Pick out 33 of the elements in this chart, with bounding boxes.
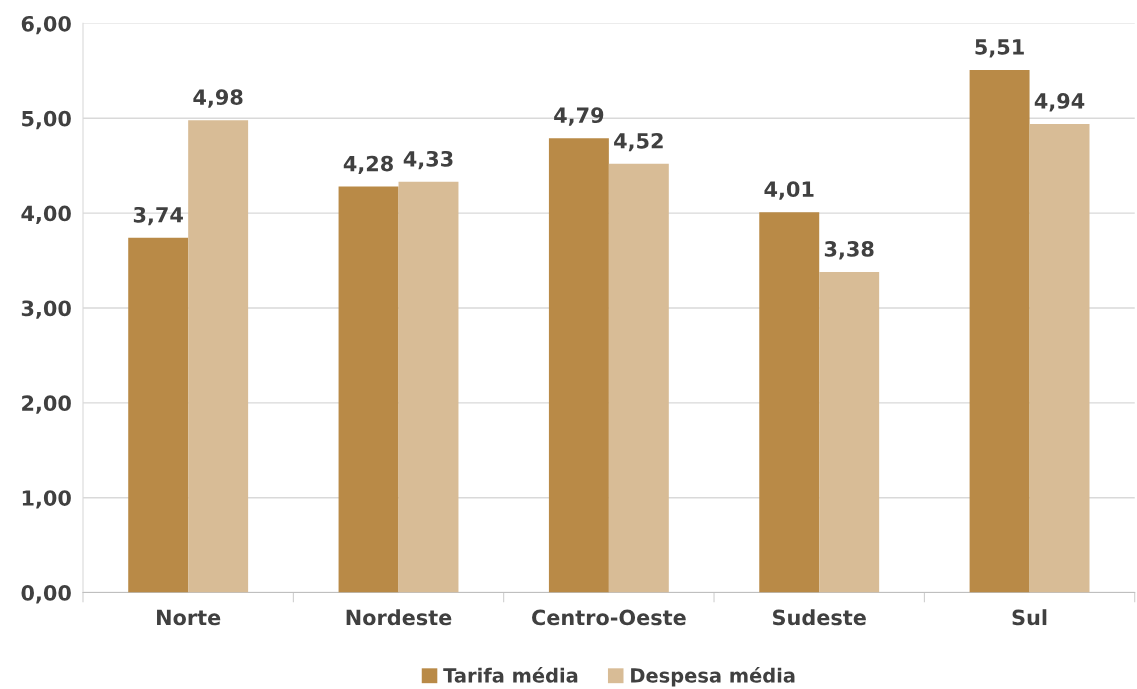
data-label: 4,52 [614, 132, 663, 152]
data-label: 3,74 [133, 206, 183, 226]
data-label: 4,79 [554, 107, 604, 126]
y-tick-label: 2,00 [22, 395, 71, 414]
x-tick-label: Centro-Oeste [532, 609, 686, 626]
data-label: 5,51 [975, 39, 1024, 58]
data-label: 4,01 [764, 181, 814, 200]
x-tick-label: Nordeste [346, 609, 452, 626]
data-label: 4,33 [403, 150, 453, 170]
bar [398, 181, 459, 593]
bar [1029, 123, 1090, 593]
y-tick-label: 5,00 [22, 110, 71, 130]
data-label: 4,98 [193, 89, 243, 108]
y-tick-label: 6,00 [21, 15, 71, 35]
legend-label: Tarifa média [443, 666, 578, 683]
data-label: 4,94 [1034, 93, 1085, 112]
x-tick-label: Norte [157, 609, 221, 626]
bar [759, 212, 820, 593]
legend-label: Despesa média [631, 666, 795, 687]
x-tick-label: Sudeste [773, 609, 866, 626]
y-tick-label: 1,00 [22, 490, 71, 509]
bar [338, 186, 399, 593]
y-tick-label: 4,00 [21, 205, 71, 224]
x-tick-label: Sul [1012, 609, 1047, 626]
bar [548, 138, 609, 593]
data-label: 3,38 [824, 241, 874, 260]
bar [608, 163, 669, 593]
bar [188, 120, 249, 593]
y-tick-label: 0,00 [21, 584, 71, 604]
data-label: 4,28 [343, 155, 393, 175]
bar [819, 271, 880, 593]
bar [128, 237, 189, 593]
y-tick-label: 3,00 [21, 300, 71, 319]
